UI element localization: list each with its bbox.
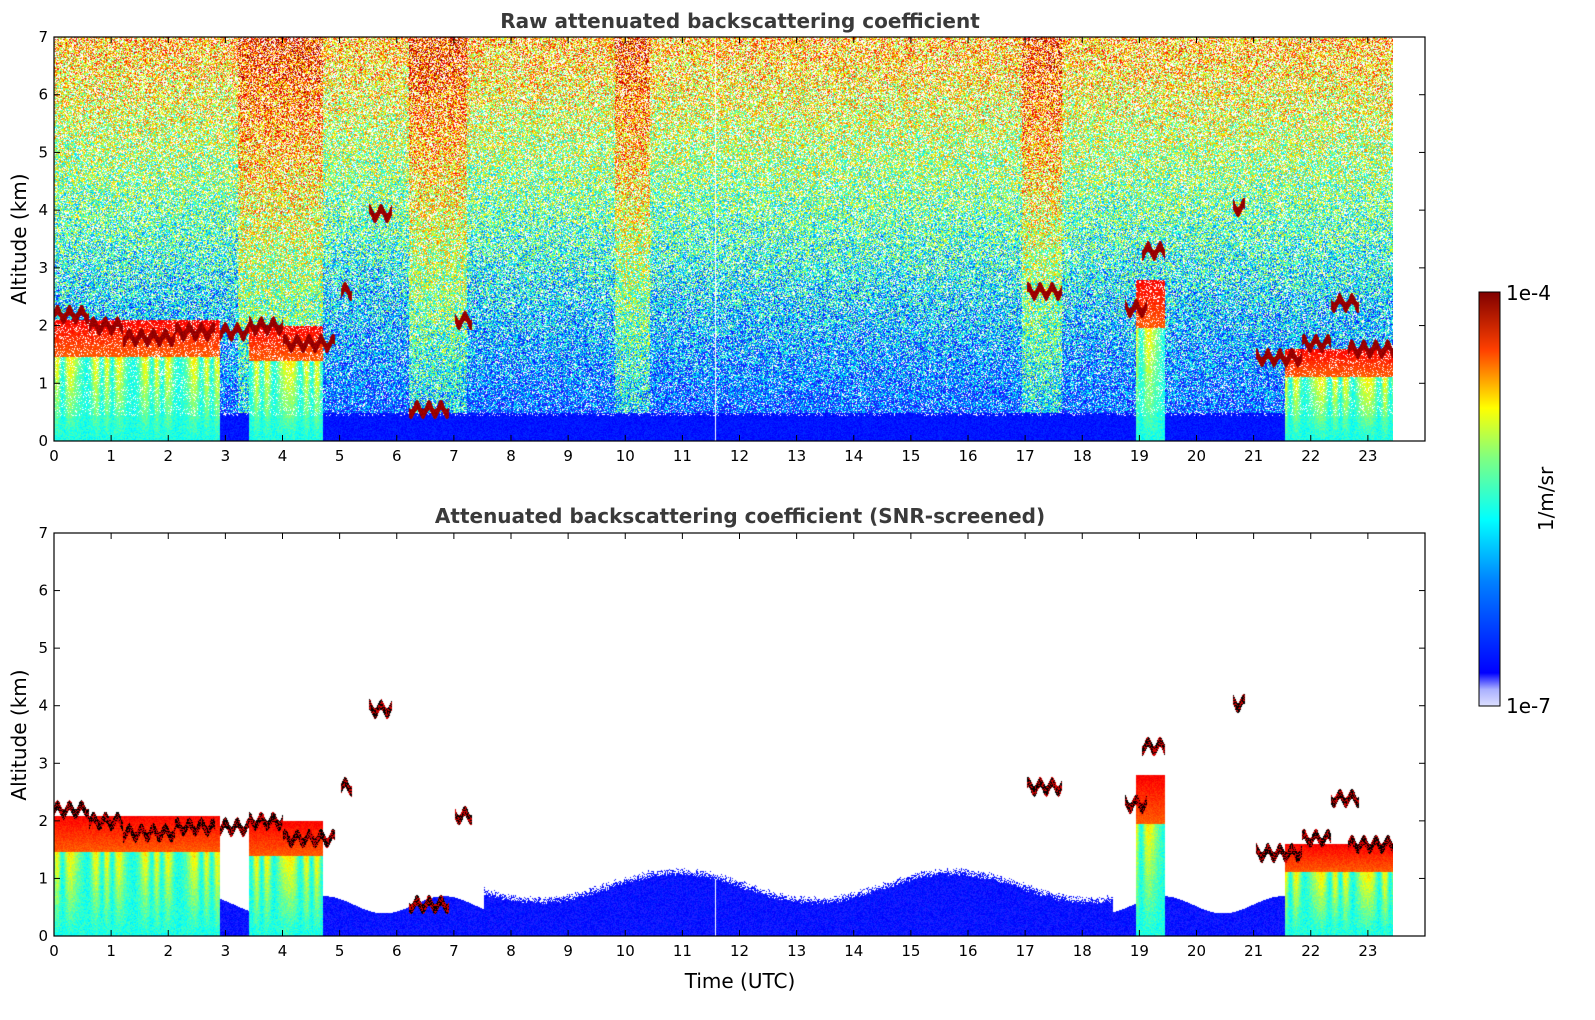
panel1-xtick-label: 18 [1073,447,1092,465]
panel2-xtick-label: 8 [506,942,516,960]
panel1-xtick-label: 4 [278,447,288,465]
panel2-xtick-label: 9 [563,942,573,960]
panel1-ytick-label: 1 [38,374,48,392]
colorbar-min-label: 1e-7 [1506,694,1551,718]
panel2-xtick-label: 0 [49,942,59,960]
panel2-ytick-label: 1 [38,869,48,887]
panel2-xtick-label: 1 [106,942,116,960]
panel1-ytick-label: 0 [38,432,48,450]
panel2-xtick-label: 10 [616,942,635,960]
panel2-xtick-label: 3 [221,942,231,960]
panel2-xtick-label: 11 [673,942,692,960]
panel1-xtick-label: 10 [616,447,635,465]
panel2-xtick-label: 16 [958,942,977,960]
panel1-xtick-label: 11 [673,447,692,465]
panel2-title: Attenuated backscattering coefficient (S… [435,504,1045,528]
panel2-ytick-label: 2 [38,812,48,830]
panel2-xtick-label: 20 [1187,942,1206,960]
panel1-xtick-label: 2 [163,447,173,465]
panel2-ytick-label: 3 [38,754,48,772]
panel2-xlabel: Time (UTC) [684,969,796,993]
panel2-xtick-label: 14 [844,942,863,960]
panel1-xtick-label: 23 [1358,447,1377,465]
panel1-xtick-label: 0 [49,447,59,465]
panel2-xtick-label: 13 [787,942,806,960]
panel1-xtick-label: 21 [1244,447,1263,465]
screened-backscatter-panel: Attenuated backscattering coefficient (S… [7,504,1426,993]
panel2-xtick-label: 17 [1016,942,1035,960]
colorbar-gradient [1478,291,1501,707]
panel2-xtick-label: 22 [1301,942,1320,960]
panel2-xtick-label: 4 [278,942,288,960]
panel2-xtick-label: 6 [392,942,402,960]
panel1-xtick-label: 22 [1301,447,1320,465]
panel1-ticks: 0 1 2 3 4 5 6 7 8 9 10 11 12 13 14 15 16 17 18 19 20 21 22 2301… [38,28,1425,465]
panel1-xtick-label: 8 [506,447,516,465]
panel1-xtick-label: 9 [563,447,573,465]
panel1-xtick-label: 20 [1187,447,1206,465]
panel1-ytick-label: 3 [38,259,48,277]
panel1-xtick-label: 1 [106,447,116,465]
panel2-xtick-label: 5 [335,942,345,960]
panel1-xtick-label: 19 [1130,447,1149,465]
panel1-xtick-label: 13 [787,447,806,465]
panel2-xtick-label: 12 [730,942,749,960]
panel1-ylabel: Altitude (km) [7,173,31,304]
panel2-ytick-label: 7 [38,524,48,542]
panel1-xtick-label: 6 [392,447,402,465]
panel1-ytick-label: 2 [38,317,48,335]
panel1-title: Raw attenuated backscattering coefficien… [500,9,980,33]
panel2-xtick-label: 19 [1130,942,1149,960]
panel2-ytick-label: 6 [38,582,48,600]
panel2-xtick-label: 18 [1073,942,1092,960]
colorbar-unit-label: 1/m/sr [1534,466,1558,531]
panel2-xtick-label: 21 [1244,942,1263,960]
panel2-xtick-label: 15 [901,942,920,960]
panel2-xtick-label: 23 [1358,942,1377,960]
panel2-ticks: 0 1 2 3 4 5 6 7 8 9 10 11 12 13 14 15 16 17 18 19 20 21 22 2301… [38,524,1425,960]
panel2-ylabel: Altitude (km) [7,669,31,800]
panel2-ytick-label: 5 [38,639,48,657]
colorbar: 1e-4 1e-7 1/m/sr [1478,281,1558,718]
panel2-ytick-label: 0 [38,927,48,945]
panel2-ytick-label: 4 [38,697,48,715]
panel1-xtick-label: 7 [449,447,459,465]
panel1-ytick-label: 6 [38,86,48,104]
panel1-xtick-label: 15 [901,447,920,465]
panel1-ytick-label: 5 [38,143,48,161]
panel1-xtick-label: 12 [730,447,749,465]
panel1-xtick-label: 5 [335,447,345,465]
panel1-xtick-label: 16 [958,447,977,465]
panel1-heatmap [54,37,1393,441]
raw-backscatter-panel: Raw attenuated backscattering coefficien… [7,9,1426,465]
panel1-xtick-label: 17 [1016,447,1035,465]
colorbar-max-label: 1e-4 [1506,281,1551,305]
panel1-xtick-label: 3 [221,447,231,465]
panel1-xtick-label: 14 [844,447,863,465]
panel2-xtick-label: 7 [449,942,459,960]
panel2-xtick-label: 2 [163,942,173,960]
panel1-ytick-label: 4 [38,201,48,219]
panel2-heatmap [54,533,1393,936]
panel1-ytick-label: 7 [38,28,48,46]
